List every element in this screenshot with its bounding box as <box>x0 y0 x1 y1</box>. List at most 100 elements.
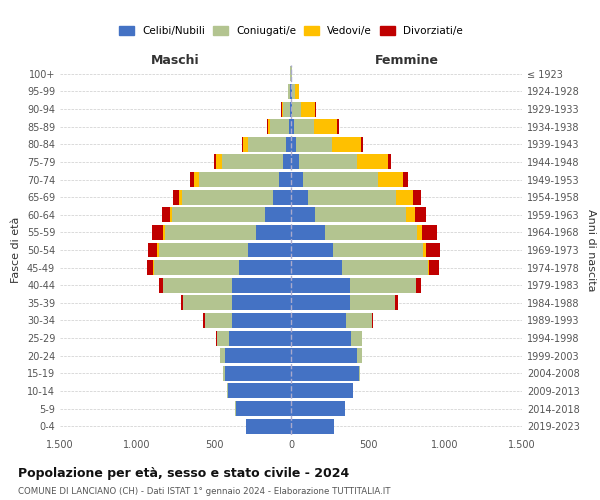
Bar <box>153 260 154 275</box>
Bar <box>205 313 232 328</box>
Bar <box>217 154 222 170</box>
Bar <box>395 296 398 310</box>
Bar <box>308 190 396 204</box>
Bar <box>424 242 426 258</box>
Bar <box>152 225 163 240</box>
Bar <box>301 102 316 116</box>
Bar <box>170 208 172 222</box>
Bar <box>247 418 291 434</box>
Bar <box>292 102 301 116</box>
Bar <box>190 172 194 187</box>
Bar <box>243 137 248 152</box>
Bar <box>270 119 289 134</box>
Bar <box>165 225 256 240</box>
Bar <box>291 208 315 222</box>
Bar <box>183 296 232 310</box>
Bar <box>428 260 429 275</box>
Bar <box>229 330 291 345</box>
Bar <box>372 313 373 328</box>
Bar <box>361 137 362 152</box>
Bar <box>248 137 286 152</box>
Bar <box>214 154 217 170</box>
Bar <box>291 278 350 292</box>
Bar <box>295 84 299 99</box>
Bar <box>242 137 243 152</box>
Bar <box>278 172 291 187</box>
Bar <box>172 208 265 222</box>
Bar <box>350 296 395 310</box>
Bar <box>283 154 291 170</box>
Bar <box>350 278 416 292</box>
Bar <box>429 260 439 275</box>
Bar <box>222 154 283 170</box>
Bar <box>359 366 360 381</box>
Bar <box>357 154 388 170</box>
Bar <box>220 348 225 363</box>
Bar <box>158 242 248 258</box>
Bar <box>148 242 157 258</box>
Bar <box>337 119 339 134</box>
Bar <box>417 225 422 240</box>
Bar <box>225 366 291 381</box>
Bar <box>291 296 350 310</box>
Bar <box>163 278 232 292</box>
Bar <box>315 208 406 222</box>
Bar <box>159 278 163 292</box>
Bar <box>288 84 290 99</box>
Bar <box>291 172 302 187</box>
Bar <box>203 313 205 328</box>
Bar <box>225 348 291 363</box>
Bar <box>181 296 183 310</box>
Text: Popolazione per età, sesso e stato civile - 2024: Popolazione per età, sesso e stato civil… <box>18 468 349 480</box>
Text: COMUNE DI LANCIANO (CH) - Dati ISTAT 1° gennaio 2024 - Elaborazione TUTTITALIA.I: COMUNE DI LANCIANO (CH) - Dati ISTAT 1° … <box>18 488 391 496</box>
Bar <box>291 102 292 116</box>
Bar <box>294 119 314 134</box>
Bar <box>199 172 278 187</box>
Bar <box>232 278 291 292</box>
Bar <box>291 401 345 416</box>
Bar <box>342 260 428 275</box>
Bar <box>332 137 361 152</box>
Bar <box>291 418 334 434</box>
Bar <box>403 172 408 187</box>
Bar <box>299 154 357 170</box>
Bar <box>291 242 332 258</box>
Bar <box>291 84 292 99</box>
Bar <box>217 330 229 345</box>
Legend: Celibi/Nubili, Coniugati/e, Vedovi/e, Divorziati/e: Celibi/Nubili, Coniugati/e, Vedovi/e, Di… <box>115 22 467 40</box>
Bar <box>223 366 225 381</box>
Bar <box>332 242 424 258</box>
Bar <box>290 102 291 116</box>
Bar <box>325 225 417 240</box>
Bar <box>286 137 291 152</box>
Bar <box>388 154 391 170</box>
Bar <box>283 102 290 116</box>
Bar <box>291 154 299 170</box>
Bar <box>227 384 228 398</box>
Bar <box>147 260 153 275</box>
Bar <box>272 190 291 204</box>
Bar <box>291 119 294 134</box>
Bar <box>296 137 332 152</box>
Bar <box>292 84 295 99</box>
Bar <box>416 278 421 292</box>
Bar <box>194 172 199 187</box>
Y-axis label: Anni di nascita: Anni di nascita <box>586 209 596 291</box>
Bar <box>268 119 270 134</box>
Bar <box>351 330 362 345</box>
Bar <box>228 384 291 398</box>
Bar <box>157 242 158 258</box>
Bar <box>163 225 165 240</box>
Bar <box>357 348 362 363</box>
Bar <box>267 119 268 134</box>
Bar <box>182 190 272 204</box>
Bar <box>179 190 182 204</box>
Bar <box>163 208 170 222</box>
Bar <box>291 137 296 152</box>
Y-axis label: Fasce di età: Fasce di età <box>11 217 21 283</box>
Bar <box>413 190 421 204</box>
Bar <box>282 102 283 116</box>
Bar <box>239 260 291 275</box>
Bar <box>291 190 308 204</box>
Bar <box>314 119 337 134</box>
